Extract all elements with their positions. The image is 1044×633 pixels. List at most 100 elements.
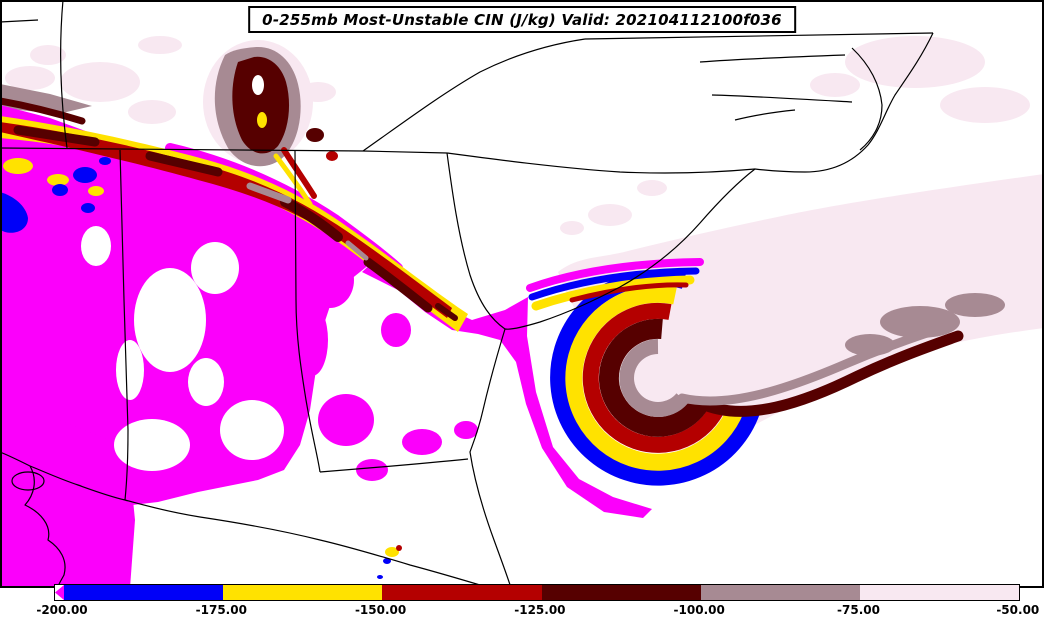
appalachian-maroon-core: [232, 56, 290, 154]
patch: [99, 157, 111, 165]
nc-va-border: [584, 32, 934, 40]
hole: [220, 400, 284, 460]
neuse-river: [734, 109, 796, 121]
hook-pale-center: [634, 354, 682, 402]
hole: [134, 268, 206, 372]
patch: [3, 158, 33, 174]
patch: [128, 100, 176, 124]
state-borders: [0, 0, 934, 588]
hole: [114, 419, 190, 471]
hole: [191, 242, 239, 294]
ga-nc-border: [362, 150, 448, 154]
patch: [377, 575, 383, 579]
core: [145, 151, 223, 177]
patch: [252, 75, 264, 95]
colorbar: [54, 584, 1020, 601]
colorbar-tick-label: -75.00: [837, 603, 880, 617]
colorbar-tick-label: -125.00: [514, 603, 566, 617]
hook-red-ring: [582, 302, 727, 453]
louisiana-marsh: [24, 465, 66, 588]
core: [13, 125, 100, 147]
cin-map-svg: [0, 0, 1044, 588]
map-title-box: 0-255mb Most-Unstable CIN (J/kg) Valid: …: [248, 6, 796, 33]
patch: [845, 36, 985, 88]
patch: [138, 36, 182, 54]
appalachian-max: [232, 56, 338, 207]
patch: [81, 203, 95, 213]
ga-fl-border: [319, 458, 469, 473]
patch: [940, 87, 1030, 123]
pamlico-sound: [711, 94, 853, 103]
colorbar-segment-magenta: [55, 585, 64, 600]
colorbar-segment-mauve: [700, 585, 860, 600]
nc-sc-border: [446, 152, 756, 174]
hook-maroon-ring: [598, 318, 709, 437]
atlantic-pale-region: [558, 174, 1044, 462]
core: [345, 240, 369, 261]
band-maroon-cores: [13, 125, 458, 321]
mauve-tail: [677, 322, 950, 406]
colorbar-tick-label: -175.00: [195, 603, 247, 617]
patch: [300, 82, 336, 102]
patch: [402, 429, 442, 455]
patch: [396, 545, 402, 551]
core: [280, 197, 343, 242]
colorbar-tick-label: -50.00: [996, 603, 1040, 617]
ga-sc-border: [446, 152, 506, 330]
hole: [116, 340, 144, 400]
outer-banks: [851, 47, 883, 151]
patch: [296, 304, 328, 376]
finger-blue: [528, 267, 700, 301]
gulf-coastline: [0, 451, 491, 588]
white-holes: [81, 226, 284, 471]
lake-pontchartrain: [11, 471, 45, 491]
core: [363, 257, 433, 313]
patch: [88, 186, 104, 196]
colorbar-labels: -200.00 -175.00 -150.00 -125.00 -100.00 -75.0…: [0, 603, 1044, 621]
ky-tn-line: [0, 19, 39, 23]
patch: [560, 221, 584, 235]
hole: [188, 358, 224, 406]
patch: [810, 73, 860, 97]
connector-red: [281, 147, 317, 199]
patch: [52, 184, 68, 196]
patch: [588, 204, 632, 226]
finger-yellow: [531, 275, 695, 311]
nw-maroon-streak: [0, 97, 86, 125]
patch: [383, 558, 391, 564]
tennessee-southern-border: [0, 147, 364, 152]
left-edge-blue: [0, 192, 28, 233]
patch: [30, 45, 66, 65]
al-ga-border: [294, 150, 321, 473]
finger-red: [569, 282, 689, 303]
patch: [326, 151, 338, 161]
colorbar-segment-pale: [859, 585, 1020, 600]
core: [246, 182, 292, 204]
band-red: [0, 122, 452, 318]
colorbar-tick-label: -200.00: [36, 603, 88, 617]
patch: [5, 66, 55, 90]
band-fringe-and-hook-rim: [362, 260, 652, 518]
patch: [47, 174, 69, 186]
patch: [381, 313, 411, 347]
maroon-tail: [694, 330, 964, 417]
colorbar-segment-red: [382, 585, 542, 600]
small-specs: [377, 545, 402, 579]
tennessee-nc-border: [362, 38, 586, 152]
ms-al-border: [119, 149, 129, 501]
frontal-band: [0, 97, 468, 332]
colorbar-tick-label: -100.00: [673, 603, 725, 617]
coastal-hook: [526, 258, 964, 486]
patch: [306, 252, 354, 308]
gulf-magenta-region: [0, 400, 135, 588]
finger-magenta: [526, 258, 704, 292]
hook-yellow-ring: [565, 285, 744, 471]
patch: [356, 459, 388, 481]
patch: [60, 62, 140, 102]
hole: [81, 226, 111, 266]
connector-yellow: [273, 153, 313, 207]
patch: [945, 293, 1005, 317]
colorbar-segment-blue: [64, 585, 224, 600]
patch: [454, 421, 478, 439]
colorbar-segment-maroon: [541, 585, 701, 600]
